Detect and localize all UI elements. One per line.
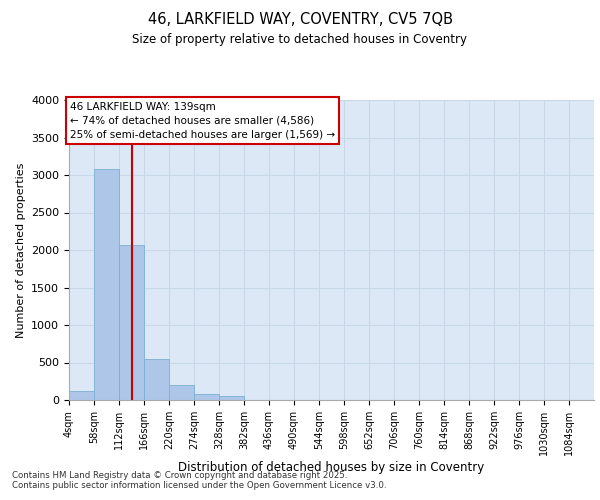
Text: 46, LARKFIELD WAY, COVENTRY, CV5 7QB: 46, LARKFIELD WAY, COVENTRY, CV5 7QB (148, 12, 452, 28)
Y-axis label: Number of detached properties: Number of detached properties (16, 162, 26, 338)
Bar (119, 244, 144, 400)
Text: Size of property relative to detached houses in Coventry: Size of property relative to detached ho… (133, 32, 467, 46)
Bar (219, 396, 244, 400)
Bar (144, 359, 169, 400)
Bar (169, 386, 194, 400)
X-axis label: Distribution of detached houses by size in Coventry: Distribution of detached houses by size … (178, 460, 485, 473)
Text: 46 LARKFIELD WAY: 139sqm
← 74% of detached houses are smaller (4,586)
25% of sem: 46 LARKFIELD WAY: 139sqm ← 74% of detach… (70, 102, 335, 140)
Bar (69, 391, 94, 400)
Text: Contains HM Land Registry data © Crown copyright and database right 2025.
Contai: Contains HM Land Registry data © Crown c… (12, 470, 386, 490)
Bar (194, 394, 219, 400)
Bar (94, 169, 119, 400)
